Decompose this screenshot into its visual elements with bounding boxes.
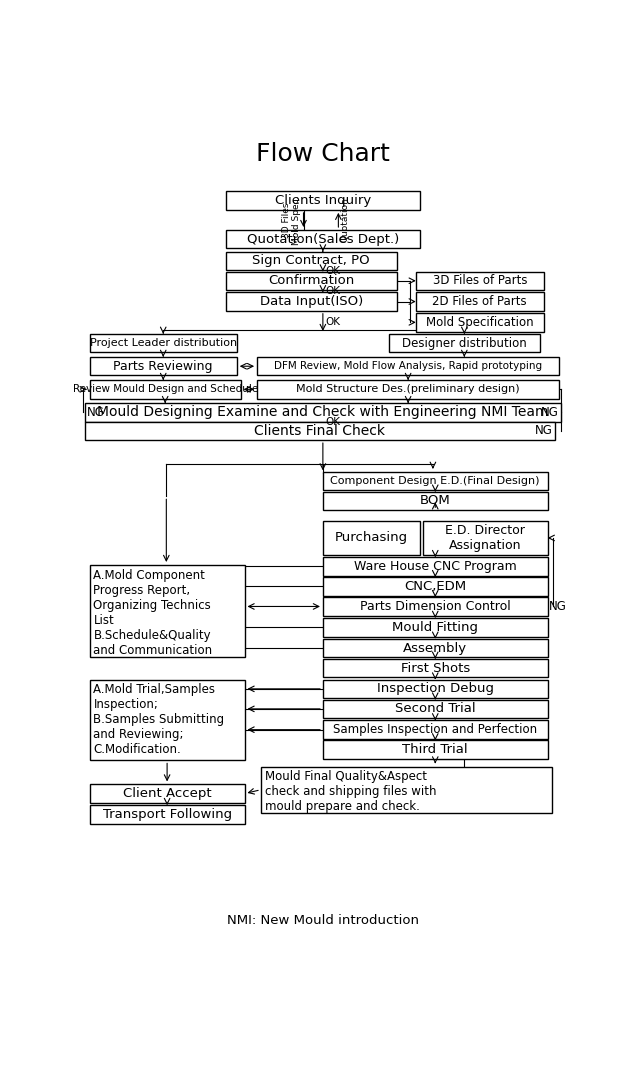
FancyBboxPatch shape	[323, 721, 547, 739]
FancyBboxPatch shape	[226, 251, 396, 270]
Text: Third Trial: Third Trial	[403, 743, 468, 756]
Text: BOM: BOM	[420, 494, 450, 507]
Text: Sign Contract, PO: Sign Contract, PO	[253, 254, 370, 267]
FancyBboxPatch shape	[89, 679, 244, 761]
Text: Assembly: Assembly	[403, 642, 467, 655]
FancyBboxPatch shape	[226, 230, 420, 249]
Text: NMI: New Mould introduction: NMI: New Mould introduction	[227, 914, 419, 927]
Text: Mold Specification: Mold Specification	[426, 316, 534, 329]
FancyBboxPatch shape	[226, 292, 396, 311]
Text: Ware House CNC Program: Ware House CNC Program	[354, 559, 517, 573]
Text: Client Accept: Client Accept	[123, 787, 212, 800]
Text: Mold Structure Des.(preliminary design): Mold Structure Des.(preliminary design)	[296, 384, 520, 394]
FancyBboxPatch shape	[89, 334, 237, 353]
Text: Clients Final Check: Clients Final Check	[255, 424, 386, 438]
Text: Quotation: Quotation	[341, 198, 350, 242]
FancyBboxPatch shape	[85, 404, 561, 422]
FancyBboxPatch shape	[226, 272, 396, 290]
FancyBboxPatch shape	[323, 618, 547, 636]
Text: NG: NG	[541, 406, 559, 419]
Text: Designer distribution: Designer distribution	[402, 337, 527, 349]
Text: CNC,EDM: CNC,EDM	[404, 580, 466, 593]
Text: Samples Inspection and Perfection: Samples Inspection and Perfection	[333, 723, 537, 736]
Text: A.Mold Trial,Samples
Inspection;
B.Samples Submitting
and Reviewing;
C.Modificat: A.Mold Trial,Samples Inspection; B.Sampl…	[93, 684, 225, 756]
Text: Parts Reviewing: Parts Reviewing	[113, 359, 213, 372]
Text: OK: OK	[325, 317, 340, 328]
FancyBboxPatch shape	[261, 767, 551, 813]
Text: A.Mold Component
Progress Report,
Organizing Technics
List
B.Schedule&Quality
an: A.Mold Component Progress Report, Organi…	[93, 569, 212, 657]
Text: Confirmation: Confirmation	[268, 274, 354, 287]
FancyBboxPatch shape	[226, 192, 420, 210]
Text: Inspection Debug: Inspection Debug	[377, 683, 494, 696]
FancyBboxPatch shape	[323, 659, 547, 677]
Text: NG: NG	[86, 406, 105, 419]
FancyBboxPatch shape	[89, 565, 244, 657]
Text: NG: NG	[535, 424, 553, 437]
FancyBboxPatch shape	[323, 638, 547, 657]
FancyBboxPatch shape	[89, 380, 241, 398]
Text: Parts Dimension Control: Parts Dimension Control	[360, 601, 511, 613]
Text: 3D Files of Parts: 3D Files of Parts	[433, 274, 527, 287]
Text: 2D Files of Parts: 2D Files of Parts	[433, 295, 527, 308]
Text: First Shots: First Shots	[401, 661, 470, 674]
FancyBboxPatch shape	[323, 679, 547, 698]
FancyBboxPatch shape	[323, 557, 547, 576]
FancyBboxPatch shape	[416, 313, 544, 331]
Text: NG: NG	[549, 601, 567, 613]
FancyBboxPatch shape	[323, 700, 547, 718]
FancyBboxPatch shape	[323, 597, 547, 616]
Text: Quotation(Sales Dept.): Quotation(Sales Dept.)	[247, 233, 399, 246]
Text: Component Design E.D.(Final Design): Component Design E.D.(Final Design)	[331, 476, 540, 486]
Text: Review Mould Design and Schedule: Review Mould Design and Schedule	[72, 384, 258, 394]
FancyBboxPatch shape	[389, 334, 540, 353]
FancyBboxPatch shape	[416, 272, 544, 290]
Text: Mould Designing Examine and Check with Engineering NMI Team: Mould Designing Examine and Check with E…	[97, 406, 549, 420]
Text: Mould Fitting: Mould Fitting	[392, 621, 478, 634]
FancyBboxPatch shape	[423, 522, 547, 555]
Text: E.D. Director
Assignation: E.D. Director Assignation	[445, 524, 525, 552]
Text: Project Leader distribution: Project Leader distribution	[89, 339, 237, 348]
Text: Purchasing: Purchasing	[335, 531, 408, 544]
Text: OK: OK	[325, 417, 340, 426]
Text: 3D Files
Mold Spec.: 3D Files Mold Spec.	[282, 195, 301, 245]
Text: OK: OK	[325, 266, 340, 276]
FancyBboxPatch shape	[323, 472, 547, 490]
FancyBboxPatch shape	[323, 740, 547, 758]
FancyBboxPatch shape	[416, 292, 544, 311]
Text: Data Input(ISO): Data Input(ISO)	[260, 295, 363, 308]
Text: Second Trial: Second Trial	[395, 702, 476, 715]
Text: Transport Following: Transport Following	[103, 808, 232, 821]
Text: DFM Review, Mold Flow Analysis, Rapid prototyping: DFM Review, Mold Flow Analysis, Rapid pr…	[274, 361, 542, 371]
FancyBboxPatch shape	[257, 357, 559, 375]
FancyBboxPatch shape	[323, 577, 547, 596]
FancyBboxPatch shape	[323, 522, 420, 555]
Text: Flow Chart: Flow Chart	[256, 143, 390, 167]
Text: OK: OK	[325, 286, 340, 296]
FancyBboxPatch shape	[85, 422, 554, 440]
FancyBboxPatch shape	[89, 805, 244, 823]
Text: Mould Final Quality&Aspect
check and shipping files with
mould prepare and check: Mould Final Quality&Aspect check and shi…	[265, 770, 436, 814]
FancyBboxPatch shape	[89, 784, 244, 803]
FancyBboxPatch shape	[323, 491, 547, 511]
FancyBboxPatch shape	[89, 357, 237, 375]
Text: Clients Inquiry: Clients Inquiry	[275, 194, 371, 207]
FancyBboxPatch shape	[257, 380, 559, 398]
